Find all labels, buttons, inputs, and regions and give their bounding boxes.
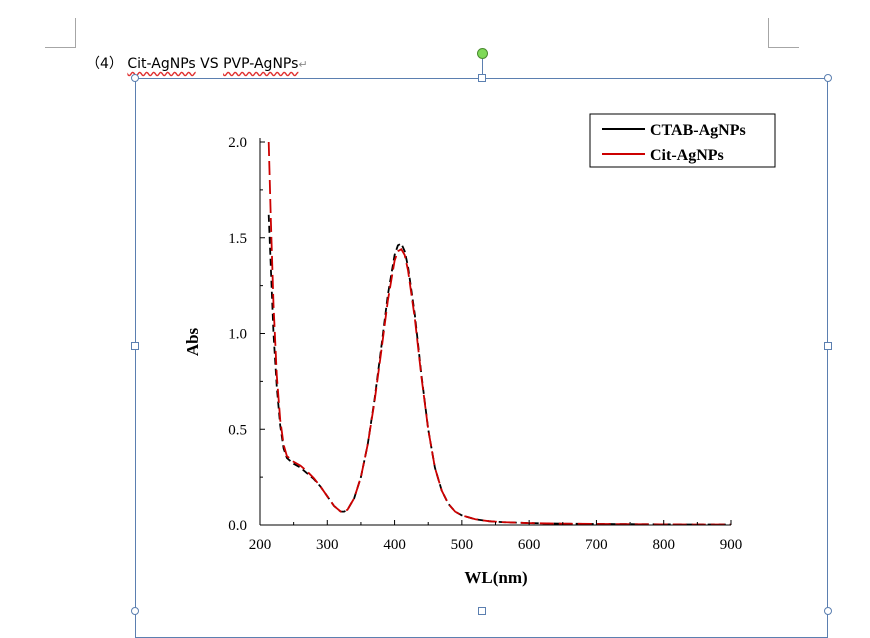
paragraph-return-mark: ↵ [298,58,308,71]
rotation-stem [482,58,483,78]
x-tick-label: 600 [518,537,541,553]
resize-handle-right[interactable] [824,342,832,350]
resize-handle-top[interactable] [478,74,486,82]
resize-handle-top-right[interactable] [824,74,832,82]
x-tick-label: 300 [316,537,339,553]
legend-box [589,113,776,168]
heading-cit-agnps: Cit-AgNPs [127,56,196,72]
crop-mark-top-right [768,18,799,48]
x-tick-label: 400 [383,537,406,553]
x-tick-label: 900 [720,537,743,553]
chart-axes: 200 300 400 500 600 700 800 900 0.0 0.5 1.0 1.5 2.0 [228,135,742,553]
document-heading: （4） Cit-AgNPs VS PVP-AgNPs↵ [86,53,308,73]
plot-lines [267,141,732,526]
y-tick-label: 1.0 [228,327,247,343]
y-tick-label: 0.0 [228,518,247,534]
y-tick-label: 2.0 [228,135,247,151]
series-line-cit-agnps [267,141,732,526]
heading-prefix: （4） [86,56,123,72]
legend-label: CTAB-AgNPs [650,122,746,139]
y-tick-label: 0.5 [228,422,247,438]
heading-vs: VS [195,56,224,72]
x-tick-label: 500 [451,537,474,553]
x-tick-label: 200 [249,537,272,553]
heading-pvp-agnps: PVP-AgNPs [223,56,299,72]
y-tick-label: 1.5 [228,231,247,247]
series-line-ctab-agnps [267,214,732,526]
legend-label: Cit-AgNPs [650,147,724,164]
x-tick-label: 700 [585,537,608,553]
x-tick-label: 800 [652,537,675,553]
chart-legend: CTAB-AgNPs Cit-AgNPs [589,113,776,168]
y-axis-label: Abs [183,327,202,356]
x-axis-label: WL(nm) [464,568,527,587]
resize-handle-top-left[interactable] [131,74,139,82]
resize-handle-left[interactable] [131,342,139,350]
crop-mark-top-left [45,18,76,48]
rotation-handle[interactable] [477,48,488,59]
uv-vis-chart: 200 300 400 500 600 700 800 9000.00.51.01.52.0 … [183,113,776,587]
